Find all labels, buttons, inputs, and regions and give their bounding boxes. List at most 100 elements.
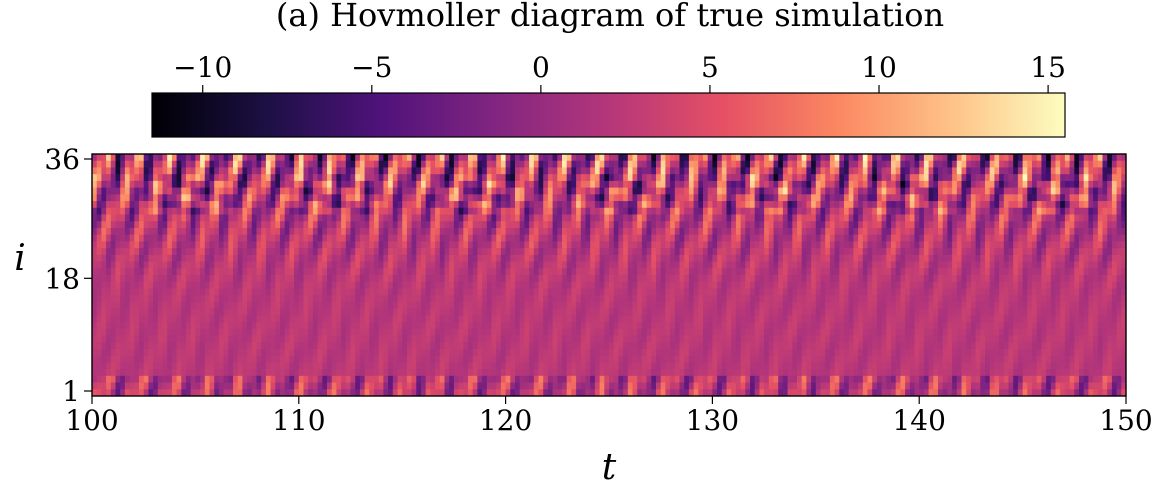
heatmap-cell [590, 160, 596, 169]
heatmap-cell [364, 254, 370, 263]
heatmap-cell [637, 180, 643, 189]
heatmap-cell [463, 207, 469, 216]
heatmap-cell [613, 160, 619, 169]
heatmap-cell [486, 160, 493, 169]
heatmap-cell [994, 201, 1000, 209]
heatmap-cell [317, 248, 323, 256]
heatmap-cell [999, 187, 1005, 195]
heatmap-cell [139, 167, 145, 175]
heatmap-cell [994, 254, 1000, 263]
heatmap-cell [923, 154, 930, 162]
heatmap-cell [952, 288, 958, 296]
heatmap-cell [651, 248, 657, 256]
heatmap-cell [416, 154, 422, 162]
heatmap-cell [688, 288, 695, 296]
heatmap-cell [773, 268, 779, 276]
heatmap-cell [317, 268, 323, 276]
heatmap-cell [637, 174, 643, 182]
heatmap-cell [613, 207, 619, 216]
heatmap-cell [844, 201, 850, 209]
heatmap-cell [571, 160, 577, 169]
heatmap-cell [891, 268, 897, 276]
heatmap-cell [797, 167, 803, 175]
heatmap-cell [176, 295, 182, 303]
heatmap-cell [303, 234, 309, 242]
heatmap-cell [251, 268, 258, 276]
heatmap-cell [449, 254, 455, 263]
heatmap-cell [496, 288, 502, 296]
heatmap-cell [190, 174, 196, 182]
heatmap-cell [162, 180, 168, 189]
heatmap-cell [129, 187, 135, 195]
heatmap-cell [233, 194, 239, 202]
heatmap-cell [735, 207, 742, 216]
heatmap-cell [947, 160, 953, 169]
heatmap-cell [942, 201, 948, 209]
heatmap-cell [872, 241, 878, 249]
heatmap-cell [1008, 288, 1014, 296]
heatmap-cell [543, 180, 549, 189]
heatmap-cell [453, 187, 460, 195]
heatmap-cell [1022, 207, 1028, 216]
heatmap-cell [1083, 281, 1089, 290]
heatmap-cell [1102, 214, 1108, 222]
heatmap-cell [834, 187, 840, 195]
heatmap-cell [994, 160, 1000, 169]
heatmap-cell [891, 194, 897, 202]
heatmap-cell [928, 214, 934, 222]
heatmap-cell [754, 154, 760, 162]
heatmap-cell [670, 275, 676, 283]
heatmap-cell [590, 167, 596, 175]
heatmap-cell [458, 201, 464, 209]
heatmap-cell [547, 281, 554, 290]
heatmap-cell [618, 234, 624, 242]
heatmap-cell [237, 187, 243, 195]
heatmap-cell [609, 261, 615, 269]
heatmap-cell [806, 227, 812, 236]
heatmap-cell [1069, 160, 1075, 169]
heatmap-cell [811, 160, 817, 169]
heatmap-cell [1102, 180, 1108, 189]
heatmap-cell [750, 234, 756, 242]
heatmap-cell [345, 180, 352, 189]
heatmap-cell [745, 254, 751, 263]
heatmap-cell [538, 207, 544, 216]
heatmap-cell [430, 227, 436, 236]
heatmap-cell [999, 160, 1005, 169]
heatmap-cell [839, 295, 845, 303]
heatmap-cell [759, 227, 765, 236]
heatmap-cell [106, 254, 112, 263]
heatmap-cell [533, 268, 540, 276]
heatmap-cell [872, 167, 878, 175]
heatmap-cell [623, 167, 629, 175]
heatmap-cell [233, 221, 239, 229]
heatmap-cell [825, 281, 831, 290]
heatmap-cell [406, 288, 413, 296]
heatmap-cell [336, 160, 342, 169]
heatmap-cell [999, 221, 1005, 229]
heatmap-cell [938, 194, 944, 202]
heatmap-cell [359, 227, 366, 236]
heatmap-cell [256, 234, 262, 242]
heatmap-cell [787, 234, 793, 242]
heatmap-cell [477, 167, 483, 175]
heatmap-cell [750, 241, 756, 249]
heatmap-cell [218, 281, 225, 290]
heatmap-cell [778, 194, 784, 202]
heatmap-cell [416, 194, 422, 202]
heatmap-cell [425, 174, 431, 182]
heatmap-cell [905, 201, 911, 209]
heatmap-cell [627, 248, 634, 256]
heatmap-cell [806, 187, 812, 195]
heatmap-cell [218, 194, 225, 202]
heatmap-cell [609, 180, 615, 189]
heatmap-cell [994, 227, 1000, 236]
heatmap-cell [524, 174, 530, 182]
heatmap-cell [792, 174, 798, 182]
heatmap-cell [143, 227, 149, 236]
heatmap-cell [872, 261, 878, 269]
heatmap-cell [576, 254, 582, 263]
heatmap-cell [491, 201, 497, 209]
heatmap-cell [914, 187, 920, 195]
heatmap-cell [214, 254, 220, 263]
